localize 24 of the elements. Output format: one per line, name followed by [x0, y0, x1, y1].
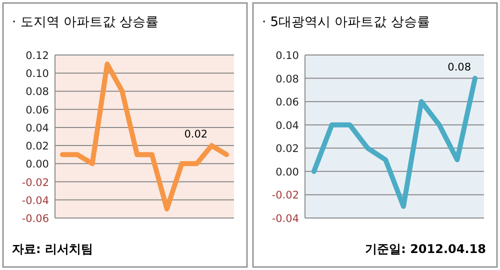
y-tick-label: 0.10 — [26, 68, 49, 80]
y-tick-label: 0.00 — [26, 158, 49, 171]
y-tick-label: 0.04 — [276, 120, 300, 132]
y-tick-label: 0.08 — [26, 86, 49, 98]
y-tick-label: 0.12 — [26, 50, 49, 62]
y-tick-label: 0.02 — [276, 143, 299, 156]
chart-title: · 도지역 아파트값 상승률 — [12, 15, 159, 30]
y-tick-label: -0.06 — [22, 213, 50, 225]
chart-title: · 5대광역시 아파트값 상승률 — [262, 15, 430, 30]
data-label: 0.08 — [448, 61, 472, 74]
y-tick-label: 0.06 — [276, 96, 300, 109]
y-tick-label: 0.06 — [26, 104, 50, 116]
y-tick-label: -0.02 — [272, 190, 299, 202]
y-tick-label: -0.02 — [22, 176, 49, 189]
y-tick-label: 0.04 — [26, 122, 50, 134]
y-tick-label: -0.04 — [22, 194, 50, 207]
text: 자료: 리서치팀 — [12, 242, 93, 256]
y-tick-label: 0.02 — [26, 140, 49, 153]
y-tick-label: 0.10 — [276, 50, 299, 62]
y-tick-label: 0.08 — [276, 73, 299, 86]
data-label: 0.02 — [184, 128, 208, 141]
text: 기준일: 2012.04.18 — [365, 242, 486, 256]
y-tick-label: -0.04 — [272, 213, 300, 225]
y-tick-label: 0.00 — [276, 166, 299, 178]
